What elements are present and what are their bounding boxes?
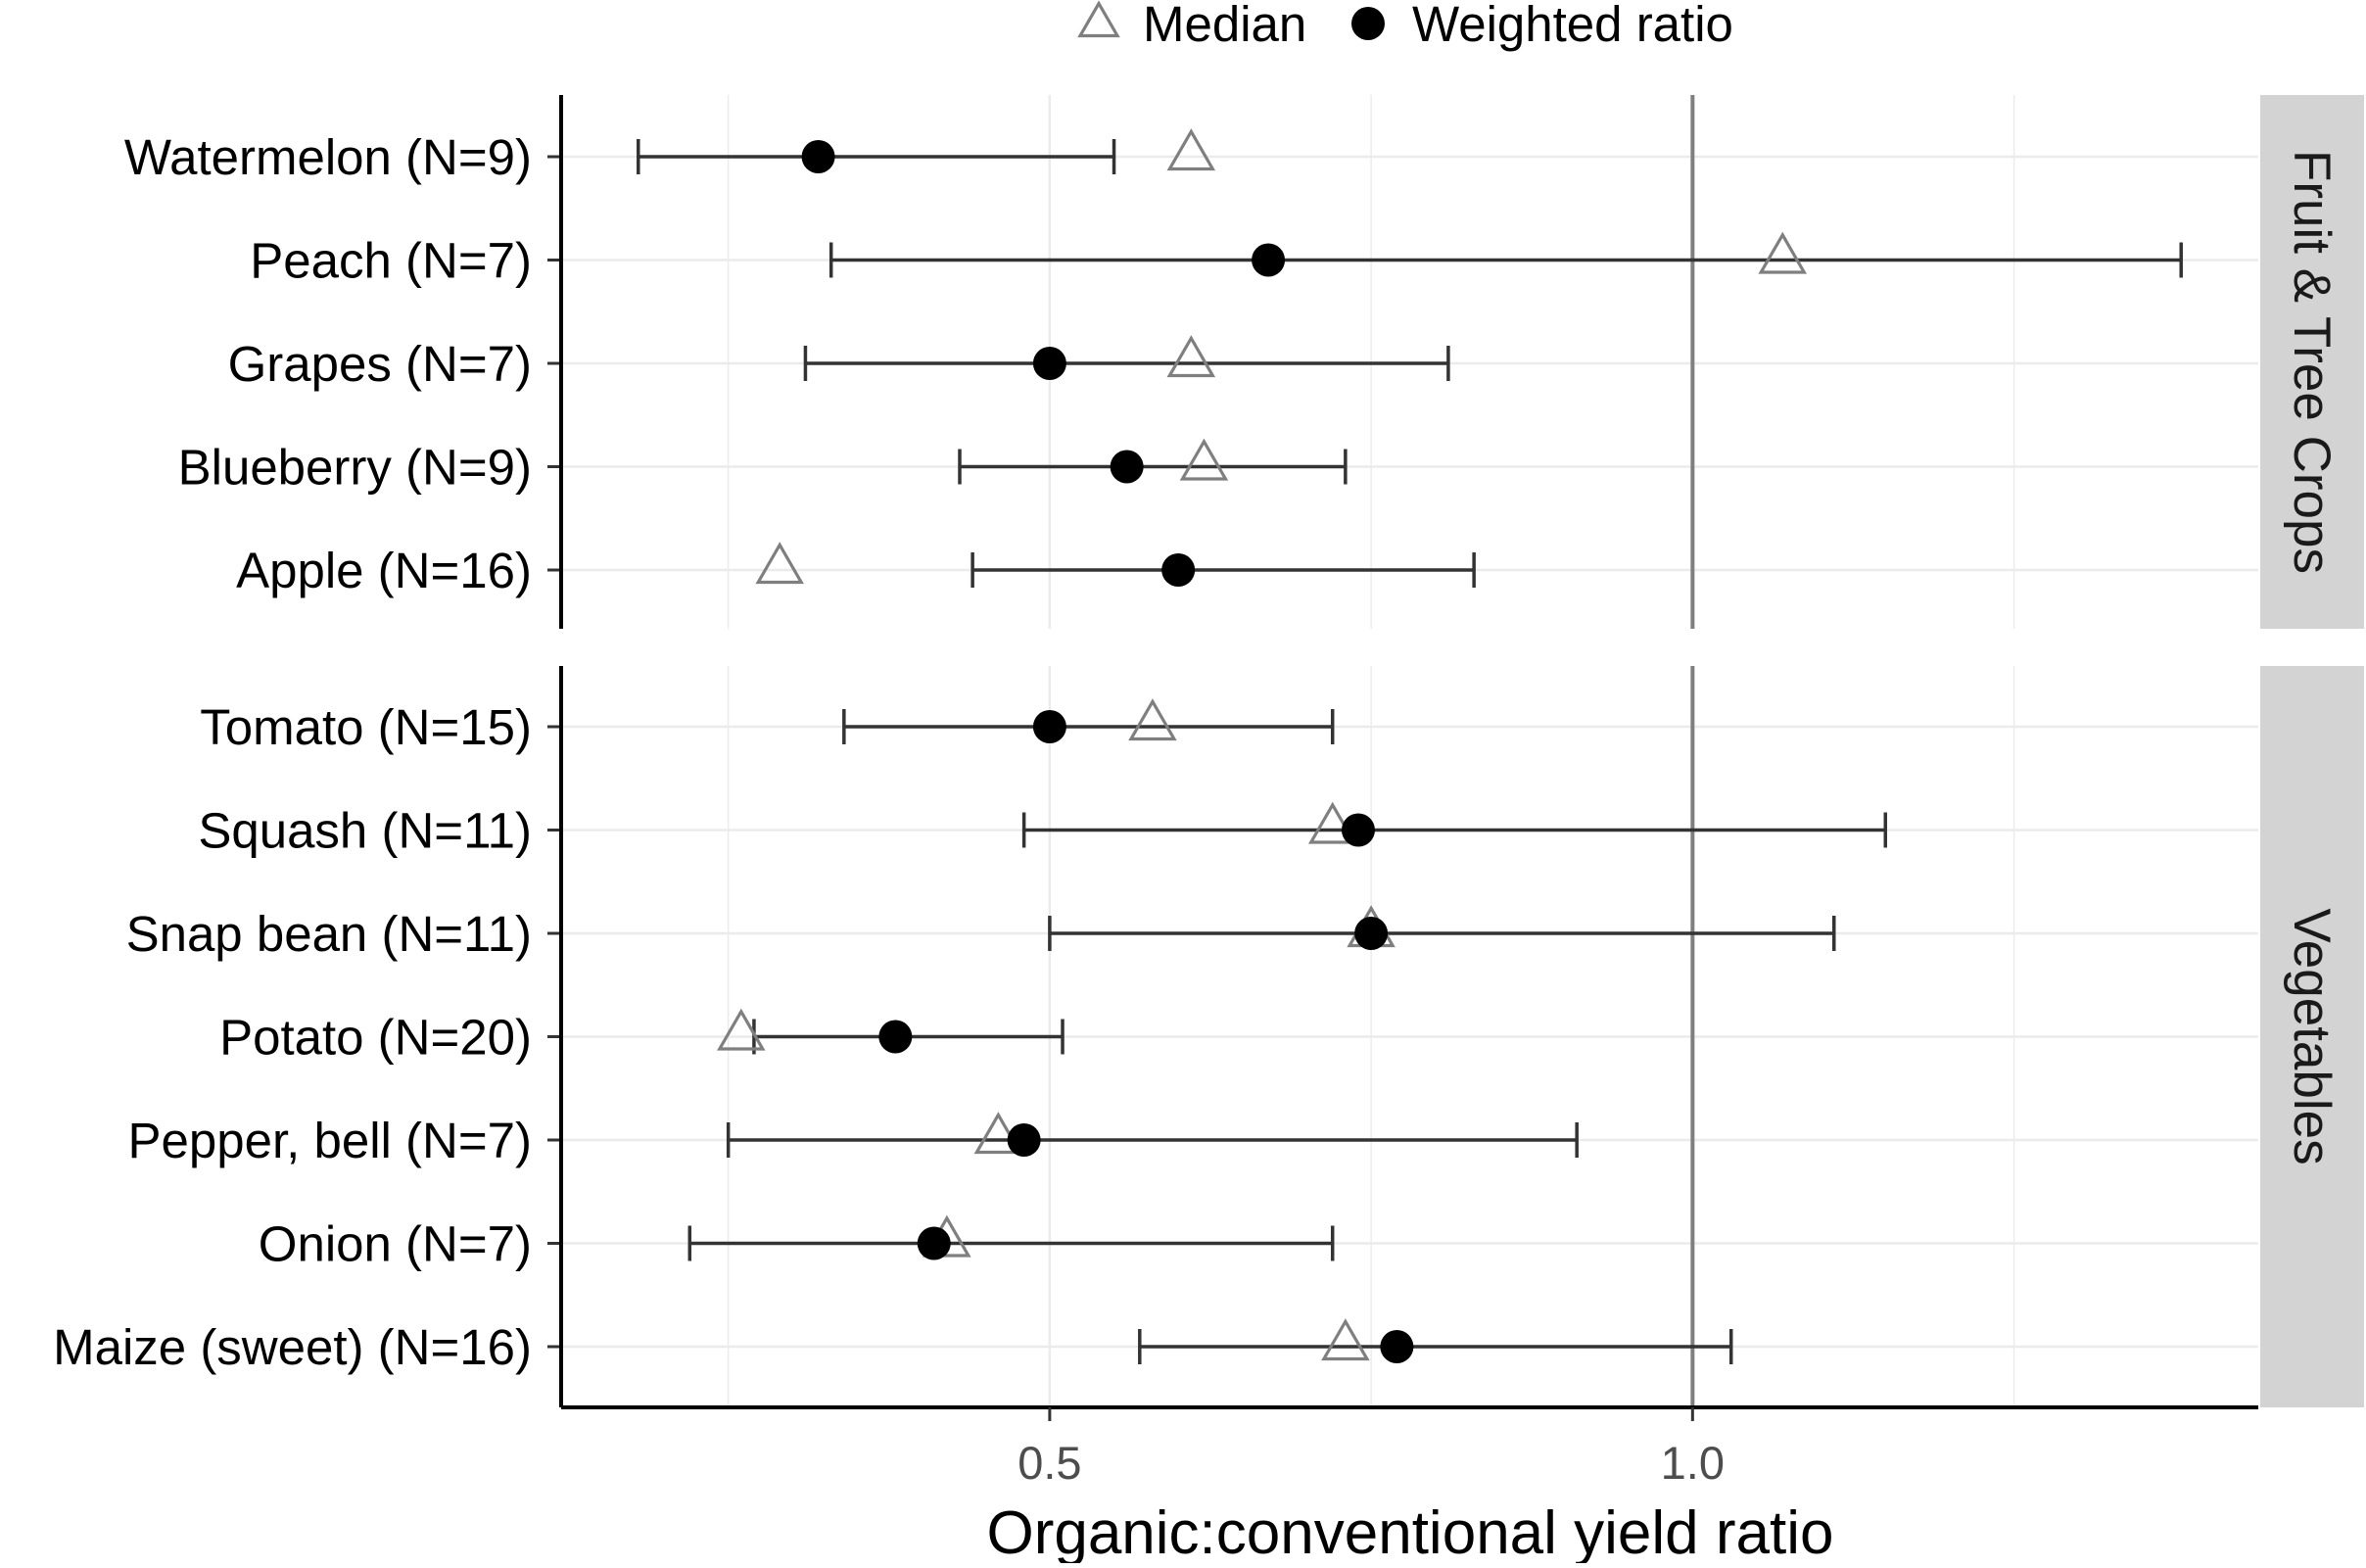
x-tick-label: 0.5 — [1017, 1437, 1081, 1489]
median-marker — [1128, 698, 1177, 741]
weighted-ratio-marker — [1341, 813, 1375, 847]
weighted-ratio-marker — [1354, 917, 1389, 950]
median-marker — [1321, 1318, 1370, 1361]
facet-strip-label: Vegetables — [2283, 908, 2341, 1164]
crop-label: Potato (N=20) — [219, 1010, 532, 1066]
strip-layer: Fruit & Tree Crops Vegetables — [2260, 95, 2364, 1407]
crop-label: Peach (N=7) — [250, 233, 532, 289]
label-layer: Watermelon (N=9) Peach (N=7) Grapes (N=7) B… — [53, 129, 532, 1375]
errorbar-layer — [637, 139, 2183, 1364]
legend-median-symbol — [1077, 0, 1120, 38]
median-marker — [1166, 335, 1216, 378]
weighted-ratio-marker — [1007, 1123, 1041, 1157]
x-tick-label: 1.0 — [1661, 1437, 1725, 1489]
facet-strip-label: Fruit & Tree Crops — [2283, 150, 2341, 574]
crop-label: Grapes (N=7) — [228, 336, 532, 392]
axes-layer: 0.5 1.0 — [547, 95, 2258, 1489]
facet-strip — [2260, 95, 2364, 629]
x-axis-title: Organic:conventional yield ratio — [986, 1499, 1833, 1563]
weighted-ratio-marker — [1380, 1330, 1414, 1363]
weighted-ratio-marker — [1032, 347, 1066, 380]
crop-label: Squash (N=11) — [198, 803, 532, 859]
legend: Median Weighted ratio — [1077, 0, 1733, 52]
median-marker — [717, 1008, 766, 1051]
weighted-ratio-marker — [1032, 710, 1066, 743]
median-marker — [1758, 231, 1808, 274]
facet-strip — [2260, 666, 2364, 1407]
crop-label: Onion (N=7) — [259, 1216, 532, 1272]
legend-weighted-symbol — [1351, 7, 1385, 40]
weighted-ratio-marker — [1252, 243, 1286, 277]
crop-label: Snap bean (N=11) — [126, 906, 532, 962]
weighted-ratio-marker — [1161, 553, 1196, 587]
crop-label: Blueberry (N=9) — [178, 440, 532, 496]
weighted-layer — [801, 140, 1414, 1363]
crop-label: Watermelon (N=9) — [124, 129, 532, 185]
median-marker — [1179, 438, 1229, 481]
median-marker — [1166, 128, 1216, 171]
weighted-ratio-marker — [1110, 450, 1144, 484]
crop-label: Apple (N=16) — [236, 543, 532, 598]
weighted-ratio-marker — [917, 1226, 951, 1260]
weighted-ratio-marker — [801, 140, 835, 173]
crop-label: Maize (sweet) (N=16) — [53, 1319, 532, 1375]
legend-weighted-label: Weighted ratio — [1412, 0, 1733, 52]
legend-median-label: Median — [1143, 0, 1306, 52]
weighted-ratio-marker — [878, 1020, 913, 1054]
median-marker — [755, 542, 804, 585]
crop-label: Pepper, bell (N=7) — [128, 1113, 532, 1168]
crop-label: Tomato (N=15) — [200, 699, 532, 755]
